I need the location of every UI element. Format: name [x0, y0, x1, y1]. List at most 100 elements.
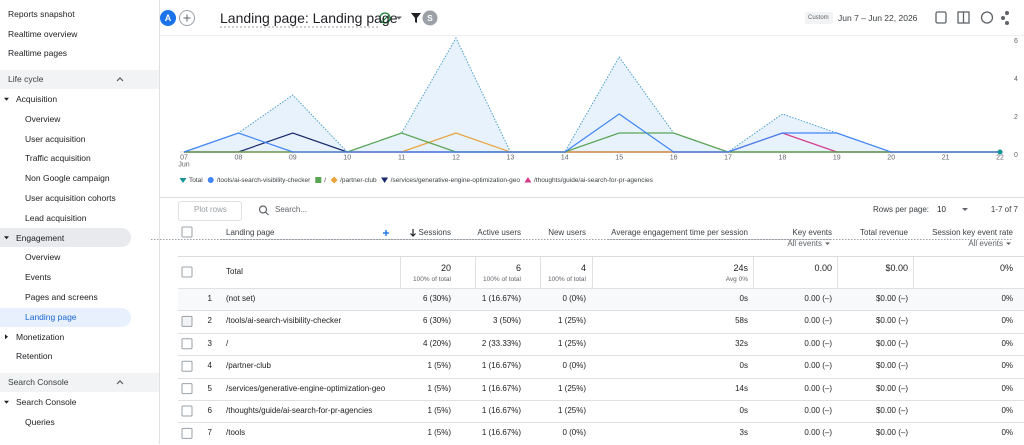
nav-item[interactable]: Reports snapshot [8, 8, 75, 19]
section-label[interactable]: Search Console [8, 377, 69, 388]
area [184, 38, 1000, 152]
metric-cell: 58s [735, 316, 748, 326]
nav-item[interactable]: Non Google campaign [25, 173, 110, 184]
metric-cell: 3s [739, 428, 748, 438]
cell-divider [592, 257, 593, 289]
column-header[interactable]: New users [548, 228, 586, 237]
column-header[interactable]: Key events [792, 228, 832, 237]
table-row[interactable] [178, 422, 1024, 445]
landing-page-cell[interactable]: /tools [226, 428, 246, 438]
search-input[interactable]: Search... [275, 205, 308, 214]
table-row[interactable] [178, 355, 1024, 378]
nav-item[interactable]: Engagement [16, 232, 65, 243]
metric-cell: 0 (0%) [562, 361, 586, 371]
nav-item[interactable]: Events [25, 272, 51, 283]
end-point [997, 149, 1003, 155]
legend-label: /thoughts/guide/ai-search-for-pr-agencie… [534, 177, 654, 184]
total-sub: 100% of total [548, 275, 586, 283]
cell-divider [400, 257, 401, 289]
metric-cell: 0s [739, 294, 748, 303]
total-value: 0.00 [814, 262, 832, 273]
y-tick-label: 6 [1014, 38, 1018, 45]
total-value: 24s [733, 262, 748, 273]
nav-item[interactable]: Search Console [16, 396, 77, 407]
column-header[interactable]: Landing page [226, 228, 275, 237]
legend-marker [179, 178, 187, 183]
x-tick-label: 10 [343, 154, 351, 161]
nav-highlight [0, 228, 131, 248]
legend-label: /services/generative-engine-optimization… [391, 177, 521, 184]
x-tick-label: 11 [398, 154, 405, 161]
landing-page-cell[interactable]: / [226, 338, 229, 348]
metric-cell: 1 (25%) [557, 316, 586, 326]
legend-marker [330, 176, 338, 184]
nav-item[interactable]: Monetization [16, 331, 65, 342]
metric-cell: 0% [1001, 316, 1013, 326]
pagination-label: 1-7 of 7 [990, 205, 1018, 214]
rows-per-page-label: Rows per page: [873, 205, 930, 214]
x-tick-label: 15 [615, 154, 623, 161]
metric-cell: 32s [735, 338, 748, 348]
cell-divider [540, 257, 541, 289]
column-header[interactable]: Average engagement time per session [611, 228, 748, 237]
nav-item[interactable]: Overview [25, 113, 61, 124]
landing-page-cell[interactable]: (not set) [226, 294, 256, 303]
plot-rows-button[interactable] [178, 201, 242, 221]
date-range[interactable]: Jun 7 – Jun 22, 2026 [838, 12, 918, 23]
nav-item[interactable]: Landing page [25, 311, 77, 322]
nav-item[interactable]: Realtime pages [8, 48, 68, 59]
column-header[interactable]: Active users [477, 228, 521, 237]
metric-cell: $0.00 (–) [875, 383, 908, 393]
table-row[interactable] [178, 377, 1024, 401]
metric-cell: 0% [1001, 361, 1013, 371]
metric-cell: 0% [1001, 406, 1013, 415]
section-header[interactable] [0, 69, 159, 89]
date-mode: Custom [808, 15, 829, 21]
event-filter[interactable]: All events [787, 239, 822, 248]
nav-item[interactable]: Queries [25, 416, 55, 427]
metric-cell: 14s [735, 383, 748, 393]
row-index: 7 [207, 428, 212, 438]
column-header[interactable]: Session key event rate [932, 228, 1013, 237]
legend-marker [381, 177, 389, 183]
table-row[interactable] [178, 310, 1024, 333]
landing-page-cell[interactable]: /thoughts/guide/ai-search-for-pr-agencie… [226, 406, 373, 415]
sidebar: Reports snapshot Realtime overview Realtim… [0, 0, 160, 444]
nav-item[interactable]: Lead acquisition [25, 212, 87, 223]
nav-item[interactable]: User acquisition cohorts [25, 192, 116, 203]
nav-item[interactable]: User acquisition [25, 133, 86, 144]
rows-per-page-select[interactable]: 10 [937, 205, 946, 214]
landing-page-cell[interactable]: /partner-club [226, 361, 271, 371]
total-value: 6 [515, 262, 521, 273]
nav-item[interactable]: Pages and screens [25, 291, 98, 302]
nav-item[interactable]: Overview [25, 252, 61, 263]
section-label[interactable]: Life cycle [8, 74, 44, 85]
nav-item[interactable]: Realtime overview [8, 28, 78, 39]
metric-cell: 1 (16.67%) [481, 428, 521, 438]
column-header[interactable]: Sessions [418, 228, 451, 237]
landing-page-cell[interactable]: /tools/ai-search-visibility-checker [226, 316, 342, 326]
metric-cell: 0 (0%) [562, 294, 586, 303]
x-tick-label: 13 [507, 154, 515, 161]
table-row[interactable] [178, 332, 1024, 356]
metric-cell: 0.00 (–) [804, 316, 832, 326]
section-header[interactable] [0, 372, 159, 392]
table-row[interactable] [178, 288, 1024, 311]
metric-cell: $0.00 (–) [875, 361, 908, 371]
event-filter[interactable]: All events [968, 239, 1003, 248]
metric-cell: $0.00 (–) [875, 294, 908, 303]
landing-page-cell[interactable]: /services/generative-engine-optimization… [226, 383, 386, 393]
column-header[interactable]: Total revenue [859, 228, 908, 237]
metric-cell: 0.00 (–) [804, 406, 832, 415]
nav-item[interactable]: Traffic acquisition [25, 153, 91, 164]
search-icon [258, 205, 268, 214]
metric-cell: 4 (20%) [422, 338, 451, 348]
table-row[interactable] [178, 400, 1024, 423]
metric-cell: 0s [739, 361, 748, 371]
dropdown-icon [1006, 242, 1011, 245]
nav-item[interactable]: Acquisition [16, 93, 58, 104]
nav-item[interactable]: Retention [16, 351, 53, 362]
metric-cell: 0.00 (–) [804, 294, 832, 303]
total-value: $0.00 [885, 262, 908, 273]
